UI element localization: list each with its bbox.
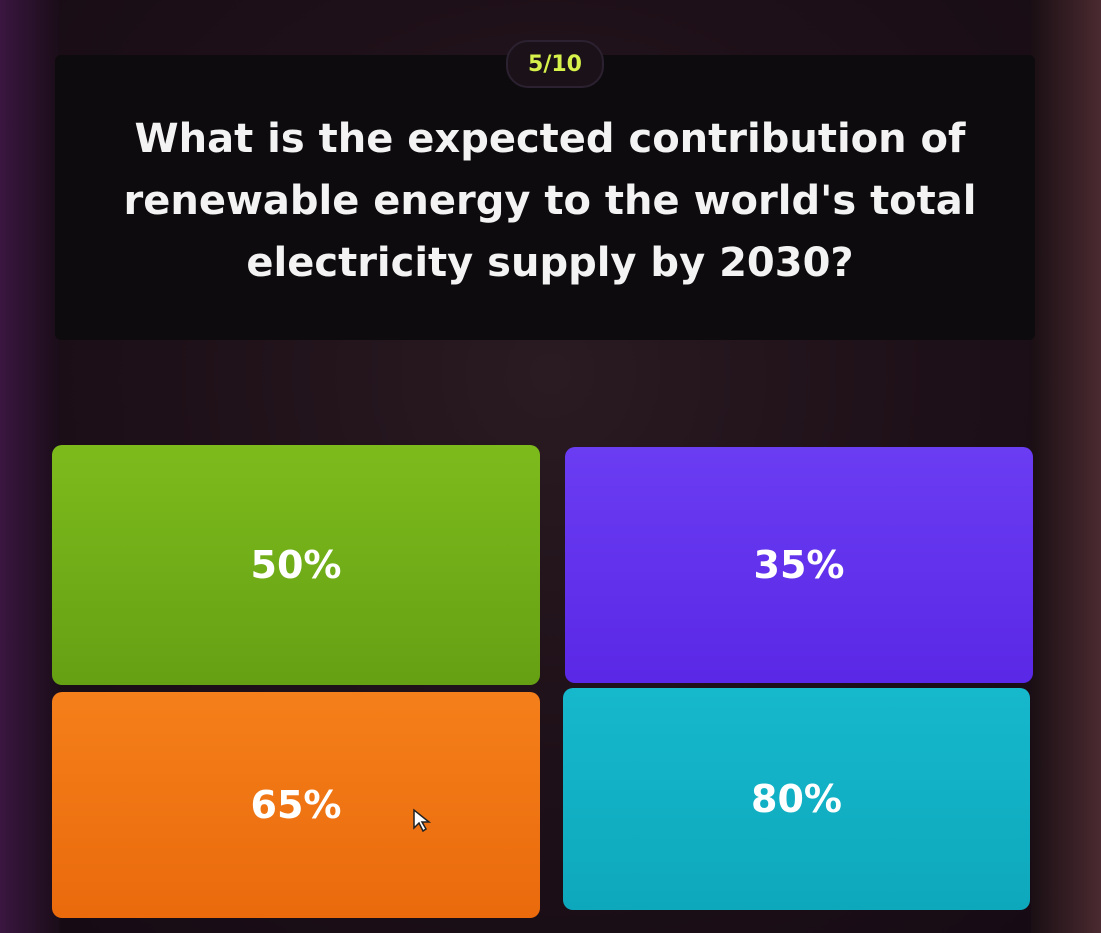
background-edge — [0, 0, 60, 933]
mouse-cursor-icon — [413, 808, 432, 833]
answer-option-2[interactable]: 35% — [565, 447, 1033, 683]
question-counter: 5/10 — [506, 40, 604, 88]
answer-option-4[interactable]: 80% — [563, 688, 1030, 910]
answer-option-1[interactable]: 50% — [52, 445, 540, 685]
background-edge — [1031, 0, 1101, 933]
question-panel — [55, 55, 1035, 340]
answer-option-3[interactable]: 65% — [52, 692, 540, 918]
question-text: What is the expected contribution of ren… — [123, 116, 977, 286]
